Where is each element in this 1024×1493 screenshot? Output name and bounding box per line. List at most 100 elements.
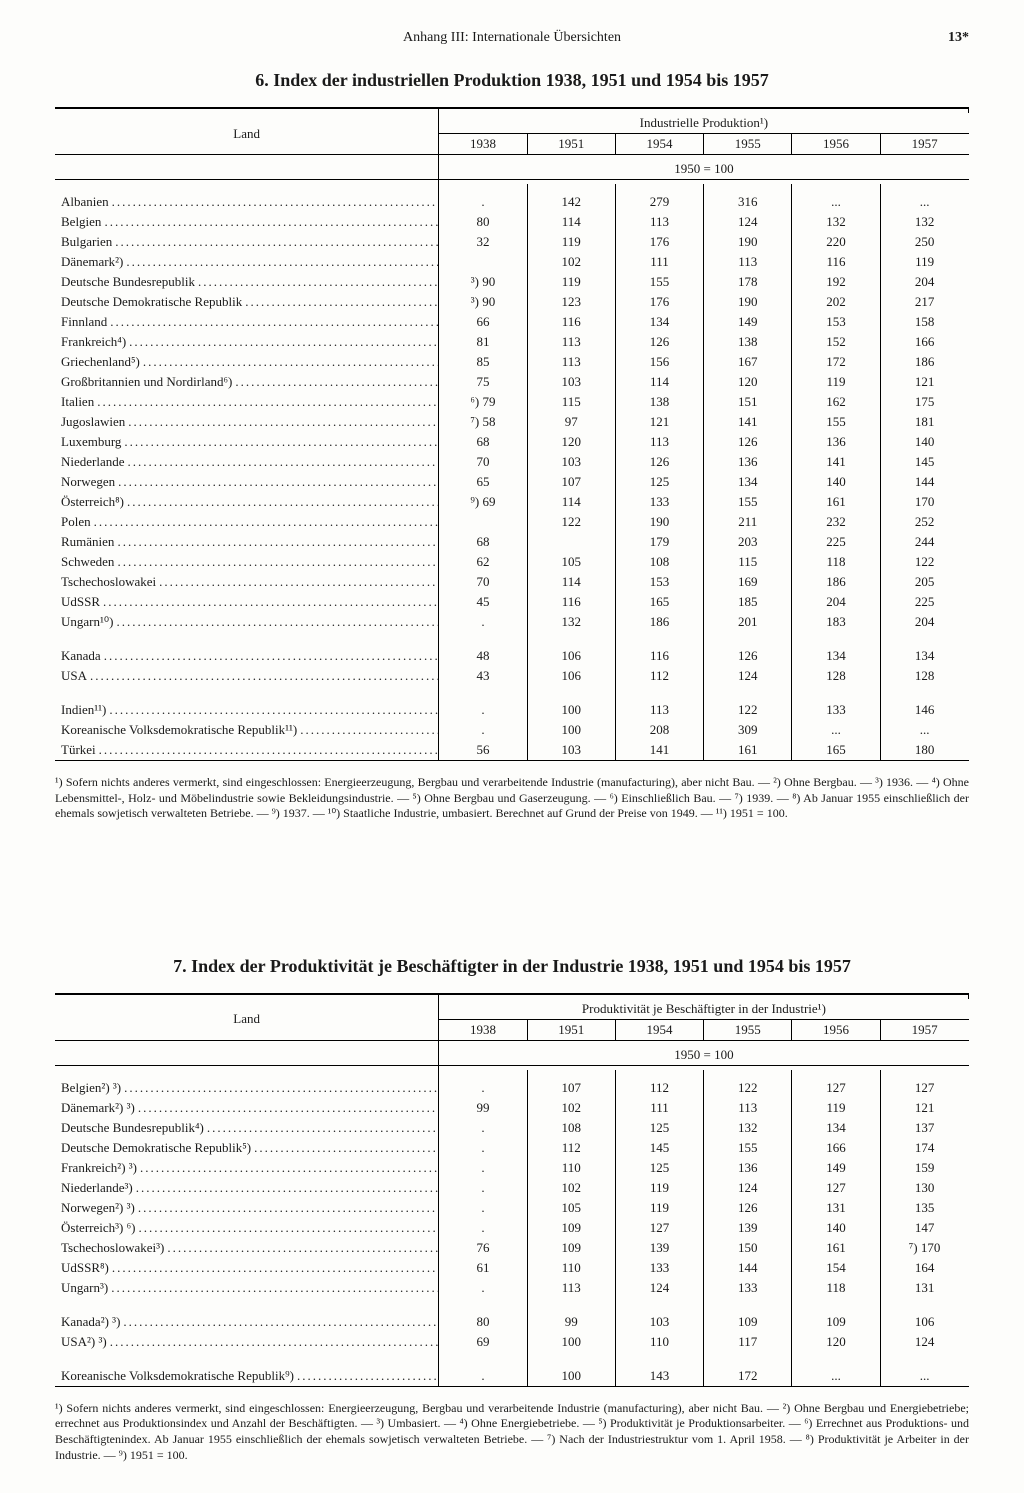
value-cell: 309	[704, 720, 792, 740]
table-row: Tschechoslowakei³)76109139150161⁷) 170	[55, 1238, 969, 1258]
country-cell: Deutsche Demokratische Republik	[55, 292, 439, 312]
country-cell: Tschechoslowakei	[55, 572, 439, 592]
country-cell: Luxemburg	[55, 432, 439, 452]
country-cell: Ungarn³)	[55, 1278, 439, 1298]
value-cell: 111	[615, 1098, 703, 1118]
country-cell: Türkei	[55, 740, 439, 761]
country-cell: UdSSR⁸)	[55, 1258, 439, 1278]
value-cell: 106	[527, 646, 615, 666]
value-cell: 156	[615, 352, 703, 372]
value-cell: 139	[704, 1218, 792, 1238]
value-cell: ...	[792, 192, 880, 212]
value-cell: .	[439, 1138, 527, 1158]
table-row: Türkei56103141161165180	[55, 740, 969, 761]
value-cell: 45	[439, 592, 527, 612]
value-cell: 170	[880, 492, 968, 512]
value-cell: 244	[880, 532, 968, 552]
value-cell: ⁹) 69	[439, 492, 527, 512]
value-cell: ⁷) 170	[880, 1238, 968, 1258]
value-cell: 128	[792, 666, 880, 686]
value-cell: 113	[704, 1098, 792, 1118]
value-cell: 119	[527, 232, 615, 252]
table-row: Frankreich²) ³).110125136149159	[55, 1158, 969, 1178]
value-cell: 105	[527, 552, 615, 572]
country-cell: Niederlande	[55, 452, 439, 472]
value-cell: 153	[792, 312, 880, 332]
value-cell: 118	[792, 1278, 880, 1298]
value-cell: 103	[527, 372, 615, 392]
header-center: Anhang III: Internationale Übersichten	[360, 30, 665, 46]
value-cell: 113	[615, 700, 703, 720]
value-cell: 176	[615, 292, 703, 312]
value-cell: .	[439, 1078, 527, 1098]
value-cell: 152	[792, 332, 880, 352]
value-cell: ³) 90	[439, 272, 527, 292]
value-cell: ...	[880, 1366, 968, 1387]
table-row: UdSSR⁸)61110133144154164	[55, 1258, 969, 1278]
value-cell: 134	[792, 1118, 880, 1138]
value-cell: 136	[792, 432, 880, 452]
value-cell: 61	[439, 1258, 527, 1278]
value-cell: 132	[792, 212, 880, 232]
value-cell: 128	[880, 666, 968, 686]
value-cell: 127	[792, 1178, 880, 1198]
value-cell: 126	[704, 646, 792, 666]
country-cell: Griechenland⁵)	[55, 352, 439, 372]
table-row: Ungarn¹⁰).132186201183204	[55, 612, 969, 632]
value-cell: 178	[704, 272, 792, 292]
value-cell: 125	[615, 1118, 703, 1138]
value-cell: 103	[527, 740, 615, 761]
value-cell: ⁶) 79	[439, 392, 527, 412]
value-cell: .	[439, 1218, 527, 1238]
year-header: 1956	[792, 134, 880, 155]
value-cell: 100	[527, 1366, 615, 1387]
value-cell: 186	[880, 352, 968, 372]
country-cell: Niederlande³)	[55, 1178, 439, 1198]
value-cell	[439, 512, 527, 532]
table7-footnotes: ¹) Sofern nichts anderes vermerkt, sind …	[55, 1401, 969, 1463]
value-cell: 143	[615, 1366, 703, 1387]
value-cell: 123	[527, 292, 615, 312]
value-cell: 166	[792, 1138, 880, 1158]
country-cell: Belgien²) ³)	[55, 1078, 439, 1098]
table6: Land Industrielle Produktion¹) 193819511…	[55, 107, 969, 765]
table-row: Norwegen65107125134140144	[55, 472, 969, 492]
country-cell: Österreich⁸)	[55, 492, 439, 512]
year-header: 1956	[792, 1019, 880, 1040]
value-cell: ⁷) 58	[439, 412, 527, 432]
value-cell: ...	[792, 1366, 880, 1387]
value-cell: .	[439, 1278, 527, 1298]
value-cell: 62	[439, 552, 527, 572]
value-cell: 122	[880, 552, 968, 572]
value-cell: 138	[615, 392, 703, 412]
value-cell: 166	[880, 332, 968, 352]
value-cell: 144	[704, 1258, 792, 1278]
value-cell: 202	[792, 292, 880, 312]
value-cell: 107	[527, 1078, 615, 1098]
value-cell: 220	[792, 232, 880, 252]
table-row: Jugoslawien⁷) 5897121141155181	[55, 412, 969, 432]
table-row: Bulgarien32119176190220250	[55, 232, 969, 252]
value-cell	[527, 532, 615, 552]
value-cell: 133	[615, 492, 703, 512]
value-cell: 113	[704, 252, 792, 272]
table-row: Griechenland⁵)85113156167172186	[55, 352, 969, 372]
value-cell: 136	[704, 452, 792, 472]
value-cell: 161	[792, 492, 880, 512]
value-cell: 211	[704, 512, 792, 532]
country-cell: Ungarn¹⁰)	[55, 612, 439, 632]
value-cell: 172	[704, 1366, 792, 1387]
value-cell: .	[439, 1198, 527, 1218]
value-cell: 186	[615, 612, 703, 632]
value-cell: .	[439, 1366, 527, 1387]
value-cell: 114	[527, 492, 615, 512]
value-cell: 217	[880, 292, 968, 312]
value-cell: 124	[704, 666, 792, 686]
value-cell: 122	[704, 700, 792, 720]
value-cell: 112	[615, 1078, 703, 1098]
table-row: Österreich³) ⁶).109127139140147	[55, 1218, 969, 1238]
value-cell: 70	[439, 452, 527, 472]
value-cell: 131	[792, 1198, 880, 1218]
country-cell: Österreich³) ⁶)	[55, 1218, 439, 1238]
table7-land-header: Land	[55, 999, 439, 1041]
